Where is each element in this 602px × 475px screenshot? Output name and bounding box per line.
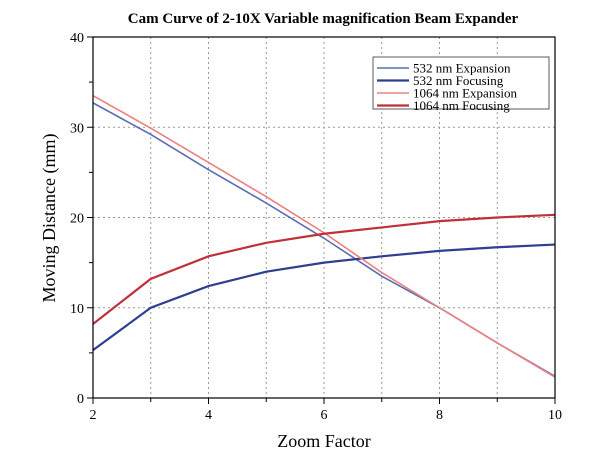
ticks: 2 4 6 8 10 0 10 20 30 40	[70, 31, 562, 423]
legend-label: 532 nm Expansion	[413, 61, 511, 76]
legend-label: 1064 nm Expansion	[413, 86, 517, 101]
y-tick-label: 40	[70, 31, 84, 46]
x-tick-label: 10	[548, 408, 562, 423]
x-tick-label: 6	[321, 408, 328, 423]
x-tick-label: 4	[205, 408, 212, 423]
y-tick-label: 10	[70, 302, 84, 317]
y-axis-label: Moving Distance (mm)	[39, 134, 60, 303]
y-tick-label: 20	[70, 212, 84, 227]
y-tick-label: 30	[70, 121, 84, 136]
legend-label: 532 nm Focusing	[413, 73, 504, 88]
x-tick-label: 8	[436, 408, 443, 423]
series-line-1064-nm-focusing	[92, 213, 556, 325]
legend-box	[372, 56, 550, 110]
chart-title: Cam Curve of 2-10X Variable magnificatio…	[128, 11, 519, 27]
series-group	[92, 94, 556, 378]
y-tick-label: 0	[77, 392, 84, 407]
x-axis-label: Zoom Factor	[277, 431, 370, 451]
x-tick-label: 2	[90, 408, 97, 423]
legend-label: 1064 nm Focusing	[413, 98, 510, 113]
series-line-532-nm-focusing	[92, 243, 556, 352]
